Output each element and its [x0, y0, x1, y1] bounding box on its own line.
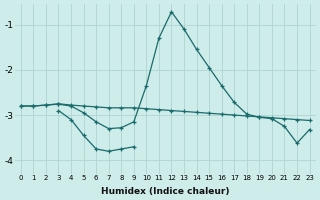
X-axis label: Humidex (Indice chaleur): Humidex (Indice chaleur): [101, 187, 229, 196]
